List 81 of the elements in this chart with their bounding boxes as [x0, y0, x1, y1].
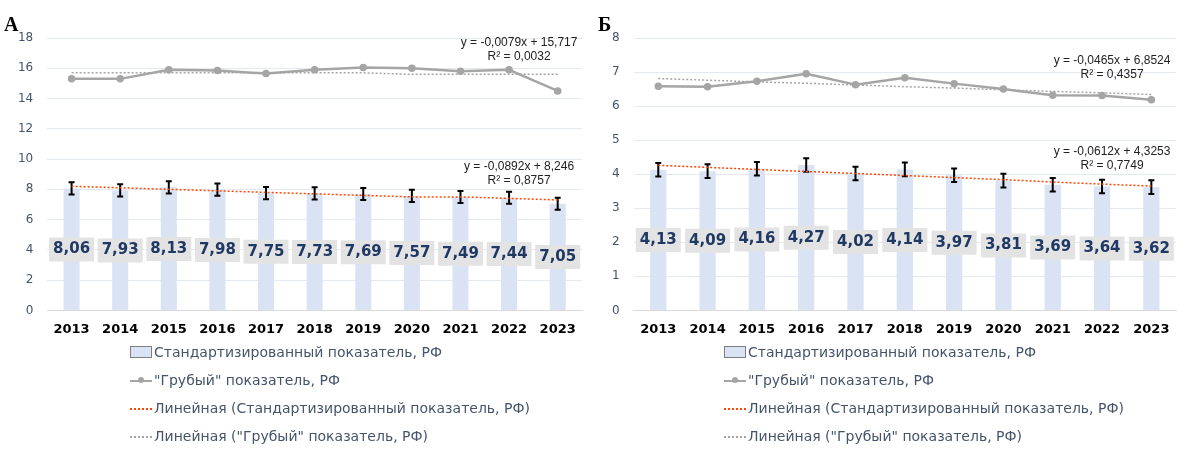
data-label: 7,98 — [198, 239, 236, 258]
x-tick-label: 2014 — [102, 320, 139, 336]
data-label: 7,57 — [393, 243, 431, 262]
x-tick-label: 2016 — [788, 320, 825, 336]
annotation: y = -0,0892x + 8,246 — [464, 158, 575, 173]
legend-label: Стандартизированный показатель, РФ — [748, 344, 1036, 360]
data-label: 3,81 — [984, 235, 1022, 254]
x-tick-label: 2022 — [1083, 320, 1121, 336]
y-tick-label: 5 — [611, 132, 620, 147]
data-label: 7,49 — [441, 243, 479, 262]
data-label: 4,16 — [738, 229, 776, 248]
legend-label: Линейная (Стандартизированный показатель, РФ) — [748, 400, 1124, 416]
y-tick-label: 12 — [17, 120, 34, 135]
x-tick-label: 2020 — [393, 320, 430, 336]
data-label: 4,27 — [787, 227, 825, 246]
x-tick-label: 2017 — [837, 320, 874, 336]
y-tick-label: 16 — [17, 60, 34, 75]
annotation: y = -0,0612x + 4,3253 — [1053, 144, 1171, 159]
x-tick-label: 2019 — [936, 320, 973, 336]
annotation: R² = 0,7749 — [1080, 158, 1144, 173]
legend-label: Линейная ("Грубый" показатель, РФ) — [154, 428, 428, 444]
x-tick-label: 2021 — [1034, 320, 1071, 336]
annotation: R² = 0,4357 — [1080, 67, 1144, 82]
y-tick-label: 2 — [25, 272, 34, 287]
x-tick-label: 2013 — [640, 320, 677, 336]
x-tick-label: 2020 — [985, 320, 1022, 336]
x-tick-label: 2018 — [296, 320, 333, 336]
data-label: 4,02 — [837, 231, 875, 250]
data-label: 7,93 — [101, 240, 139, 259]
x-tick-label: 2019 — [345, 320, 382, 336]
legend-label: Стандартизированный показатель, РФ — [154, 344, 442, 360]
data-label: 7,73 — [296, 241, 334, 260]
y-tick-label: 6 — [611, 98, 620, 113]
x-tick-label: 2015 — [150, 320, 187, 336]
x-tick-label: 2013 — [53, 320, 90, 336]
data-label: 4,13 — [639, 229, 677, 248]
y-tick-label: 1 — [611, 268, 620, 283]
legend-label: Линейная (Стандартизированный показатель, РФ) — [154, 400, 530, 416]
x-tick-label: 2016 — [199, 320, 236, 336]
data-label: 3,97 — [935, 232, 973, 251]
data-label: 8,06 — [53, 239, 91, 258]
annotation: y = -0,0465x + 6,8524 — [1053, 53, 1171, 68]
annotation: y = -0,0079x + 15,717 — [460, 34, 578, 49]
data-label: 7,69 — [344, 242, 382, 261]
y-tick-label: 7 — [611, 64, 620, 79]
y-tick-label: 0 — [25, 302, 34, 317]
y-tick-label: 3 — [611, 200, 620, 215]
y-tick-label: 6 — [25, 211, 34, 226]
legend-label: "Грубый" показатель, РФ — [154, 372, 340, 388]
y-tick-label: 0 — [611, 302, 620, 317]
x-tick-label: 2023 — [539, 320, 576, 336]
x-tick-label: 2018 — [886, 320, 923, 336]
data-label: 7,44 — [490, 243, 528, 262]
data-label: 3,62 — [1132, 238, 1170, 257]
chart-title: Б — [598, 13, 612, 36]
annotation: R² = 0,8757 — [487, 172, 551, 187]
y-tick-label: 14 — [17, 90, 34, 105]
data-label: 4,09 — [689, 230, 727, 249]
data-label: 7,05 — [539, 246, 577, 265]
data-label: 8,13 — [150, 238, 188, 257]
x-tick-label: 2015 — [738, 320, 775, 336]
y-tick-label: 4 — [25, 241, 34, 256]
x-tick-label: 2014 — [689, 320, 726, 336]
x-tick-label: 2022 — [490, 320, 528, 336]
data-label: 3,64 — [1083, 238, 1121, 257]
y-tick-label: 18 — [17, 30, 34, 45]
y-tick-label: 8 — [611, 30, 620, 45]
legend-label: Линейная ("Грубый" показатель, РФ) — [748, 428, 1022, 444]
data-label: 3,69 — [1034, 237, 1072, 256]
legend-label: "Грубый" показатель, РФ — [748, 372, 934, 388]
x-tick-label: 2017 — [247, 320, 285, 336]
x-tick-label: 2023 — [1133, 320, 1170, 336]
data-label: 4,14 — [886, 229, 924, 248]
annotation: R² = 0,0032 — [487, 48, 551, 63]
chart-title: А — [4, 13, 19, 36]
y-tick-label: 4 — [611, 166, 620, 181]
y-tick-label: 10 — [17, 151, 34, 166]
data-label: 7,75 — [247, 241, 285, 260]
x-tick-label: 2021 — [442, 320, 479, 336]
y-tick-label: 8 — [25, 181, 34, 196]
y-tick-label: 2 — [611, 234, 620, 249]
